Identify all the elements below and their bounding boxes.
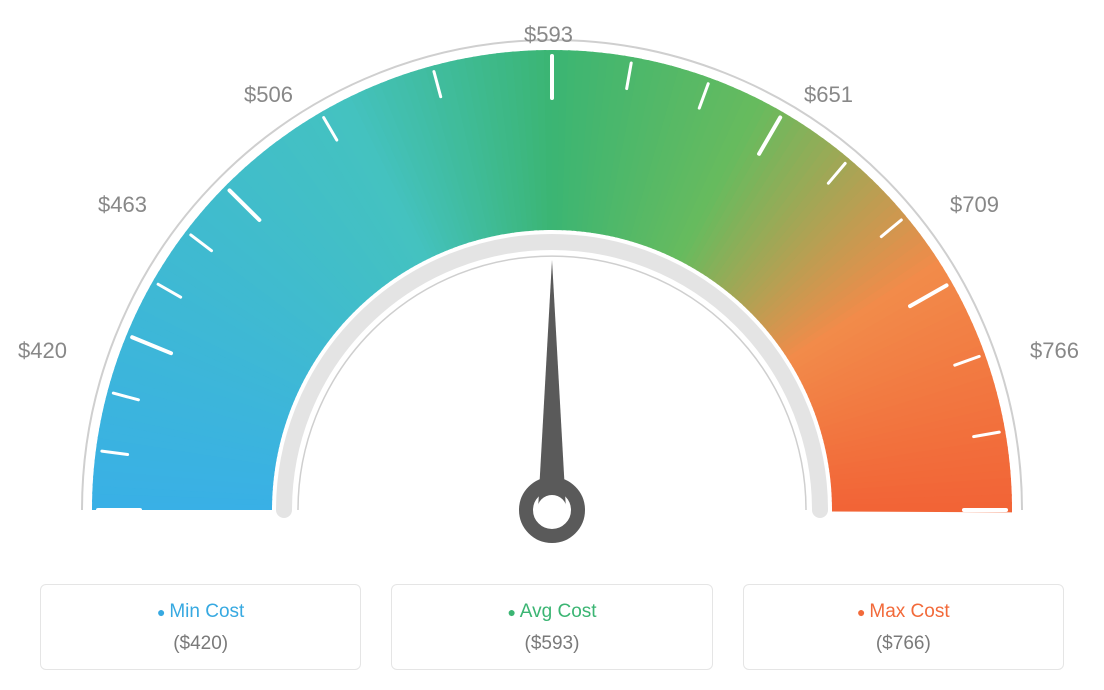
legend-max-title: Max Cost: [744, 601, 1063, 623]
legend-avg: Avg Cost ($593): [391, 584, 712, 670]
gauge-tick-label: $651: [804, 82, 853, 107]
gauge-tick-label: $420: [18, 338, 67, 363]
gauge-tick-label: $463: [98, 192, 147, 217]
cost-gauge: $420 $463 $506 $593 $651 $709 $766: [0, 0, 1104, 560]
legend-min-value: ($420): [41, 633, 360, 655]
legend-row: Min Cost ($420) Avg Cost ($593) Max Cost…: [40, 584, 1064, 670]
legend-min: Min Cost ($420): [40, 584, 361, 670]
gauge-tick-label: $709: [950, 192, 999, 217]
legend-min-title: Min Cost: [41, 601, 360, 623]
legend-max: Max Cost ($766): [743, 584, 1064, 670]
gauge-tick-label: $593: [524, 22, 573, 47]
legend-avg-title: Avg Cost: [392, 601, 711, 623]
legend-avg-value: ($593): [392, 633, 711, 655]
legend-max-value: ($766): [744, 633, 1063, 655]
gauge-needle: [538, 260, 566, 510]
gauge-svg: $420 $463 $506 $593 $651 $709 $766: [0, 0, 1104, 560]
gauge-tick-label: $506: [244, 82, 293, 107]
gauge-tick-label: $766: [1030, 338, 1079, 363]
